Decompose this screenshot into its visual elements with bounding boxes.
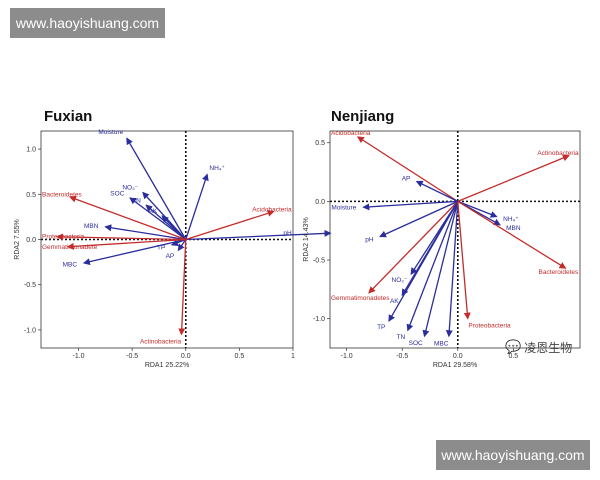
vector-ap xyxy=(177,239,187,252)
y-tick-label: 0.5 xyxy=(26,192,36,199)
y-axis-label: RDA2 14.43% xyxy=(303,217,310,261)
y-tick-label: 1.0 xyxy=(26,147,36,154)
vector-label-proteobacteria: Proteobacteria xyxy=(468,323,511,330)
vector-label-ap: AP xyxy=(402,175,411,182)
x-tick-label: 0.5 xyxy=(235,353,245,360)
vector-moisture xyxy=(362,200,458,211)
vector-soc xyxy=(422,201,459,338)
vector-label-ph: pH xyxy=(283,230,292,237)
x-axis-label: RDA1 25.22% xyxy=(145,362,189,369)
vector-nh xyxy=(457,200,498,218)
x-tick-label: 0.0 xyxy=(181,353,191,360)
y-tick-label: 0.0 xyxy=(315,199,325,206)
vector-label-actinobacteria: Actinobacteria xyxy=(140,338,182,345)
watermark-top: www.haoyishuang.com xyxy=(10,8,165,38)
x-tick-label: -0.5 xyxy=(126,353,138,360)
vector-label-ph: pH xyxy=(365,236,374,243)
vector-actinobacteria xyxy=(457,154,570,202)
vector-label-acidobacteria: Acidobacteria xyxy=(252,206,292,213)
vector-proteobacteria xyxy=(56,233,186,241)
vector-label-proteobacteria: Proteobacteria xyxy=(42,234,85,241)
y-tick-label: 0.0 xyxy=(26,237,36,244)
x-tick-label: -1.0 xyxy=(341,353,353,360)
y-tick-label: -1.0 xyxy=(24,327,36,334)
vector-tn xyxy=(406,201,459,332)
vector-label-bacteroidetes: Bacteroidetes xyxy=(539,269,579,276)
vector-label-gemmatimonadete: Gemmatimonadete xyxy=(42,244,98,251)
vector-label-moisture: Moisture xyxy=(98,129,123,136)
vector-gemmatimonadetes xyxy=(368,200,459,294)
y-axis-label: RDA2 7.55% xyxy=(14,219,21,259)
vector-bacteroidetes xyxy=(457,200,567,269)
vector-bacteroidetes xyxy=(69,195,186,241)
x-tick-label: -1.0 xyxy=(73,353,85,360)
vector-acidobacteria xyxy=(185,209,275,241)
vector-tp xyxy=(170,238,187,247)
vector-tp xyxy=(388,201,459,322)
panel-fuxian: Fuxian -1.0 -0.5 0.0 0.5 1 -1.0 -0.5 0.0 0.5 1.0 RD… xyxy=(14,108,332,369)
vector-ph xyxy=(379,200,459,238)
y-tick-label: 0.5 xyxy=(315,140,325,147)
vector-gemmatimonadete xyxy=(66,238,186,250)
vector-label-gemmatimonadetes: Gemmatimonadetes xyxy=(331,295,390,302)
chart-title: Fuxian xyxy=(44,108,92,125)
vector-mbc xyxy=(82,238,186,266)
vector-label-ap: AP xyxy=(166,253,175,260)
watermark-bottom: www.haoyishuang.com xyxy=(436,440,590,470)
vector-label-tn: TN xyxy=(132,198,141,205)
vector-label-nh: NH₄⁺ xyxy=(503,216,519,223)
x-axis-label: RDA1 29.58% xyxy=(433,362,477,369)
vector-mbn xyxy=(104,224,186,241)
vector-mbc xyxy=(445,201,459,338)
vector-nh xyxy=(185,173,209,240)
vector-actinobacteria xyxy=(178,239,187,336)
x-tick-label: 0.5 xyxy=(508,353,518,360)
vector-label-mbn: MBN xyxy=(506,225,521,232)
vector-label-mbn: MBN xyxy=(84,223,99,230)
vector-label-nh: NH₄⁺ xyxy=(209,165,225,172)
panel-nenjiang: Nenjiang -1.0 -0.5 0.0 0.5 -1.0 -0.5 0.0 0.5 RDA1… xyxy=(303,108,581,369)
vector-ap xyxy=(415,180,459,202)
vector-ak xyxy=(161,215,187,240)
vector-label-ak: AK xyxy=(390,298,399,305)
vector-label-moisture: Moisture xyxy=(331,205,356,212)
vector-label-soc: SOC xyxy=(409,340,423,347)
x-tick-label: 0.0 xyxy=(453,353,463,360)
vector-label-soc: SOC xyxy=(110,191,124,198)
vector-acidobacteria xyxy=(356,136,459,202)
vector-soc xyxy=(129,197,187,241)
vector-proteobacteria xyxy=(457,201,471,320)
vector-moisture xyxy=(126,137,187,240)
vector-label-ak: AK xyxy=(149,208,158,215)
vector-label-bacteroidetes: Bacteroidetes xyxy=(42,192,82,199)
chart-title: Nenjiang xyxy=(331,108,394,125)
vector-label-mbc: MBC xyxy=(434,340,449,347)
y-tick-label: -0.5 xyxy=(24,282,36,289)
vector-label-actinobacteria: Actinobacteria xyxy=(537,150,579,157)
wechat-icon: 💬 xyxy=(505,340,522,355)
plot-frame xyxy=(329,130,581,349)
vector-label-tn: TN xyxy=(397,334,406,341)
vector-label-no: NO₃⁻ xyxy=(122,184,138,191)
vector-label-acidobacteria: Acidobacteria xyxy=(331,130,371,137)
vector-label-mbc: MBC xyxy=(63,262,78,269)
y-tick-label: -0.5 xyxy=(313,258,325,265)
y-tick-label: -1.0 xyxy=(313,316,325,323)
vector-label-tp: TP xyxy=(377,324,385,331)
vector-label-tp: TP xyxy=(157,244,165,251)
vector-ph xyxy=(185,229,332,241)
vector-label-no: NO₃⁻ xyxy=(392,277,408,284)
x-tick-label: 1 xyxy=(291,353,295,360)
x-tick-label: -0.5 xyxy=(396,353,408,360)
